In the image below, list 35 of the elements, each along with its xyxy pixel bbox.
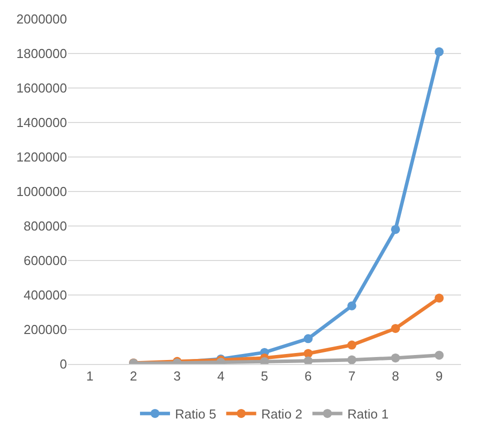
point [391,224,400,234]
x-tick-label: 1 [86,368,94,384]
x-tick-label: 4 [217,368,224,384]
y-tick-label: 1200000 [16,150,67,165]
x-tick-label: 2 [130,368,138,384]
x-tick-label: 8 [392,368,400,384]
x-tick-label: 5 [260,368,268,384]
y-tick-label: 1000000 [16,184,67,200]
point [304,334,313,344]
point [347,355,356,364]
y-tick-label: 1600000 [16,80,67,96]
legend-label: Ratio 2 [261,406,302,422]
point [434,47,444,56]
point [347,301,356,310]
x-tick-label: 9 [436,368,443,384]
y-tick-label: 1400000 [16,115,67,130]
point [391,353,400,362]
y-tick-label: 600000 [24,253,67,268]
legend-label: Ratio 1 [347,406,389,422]
y-tick-label: 400000 [24,288,67,303]
legend-label: Ratio 5 [175,406,216,422]
point [304,356,313,364]
y-tick-label: 800000 [24,218,67,234]
point [434,294,444,303]
point [434,350,444,360]
x-tick-label: 6 [304,368,312,384]
y-tick-label: 2000000 [16,12,67,27]
y-tick-label: 0 [60,356,67,372]
point [347,340,356,350]
y-tick-label: 1800000 [16,46,67,62]
point [391,324,400,333]
point [304,348,313,358]
x-tick-label: 7 [348,368,356,384]
y-tick-label: 200000 [24,322,67,338]
x-tick-label: 3 [174,368,181,384]
